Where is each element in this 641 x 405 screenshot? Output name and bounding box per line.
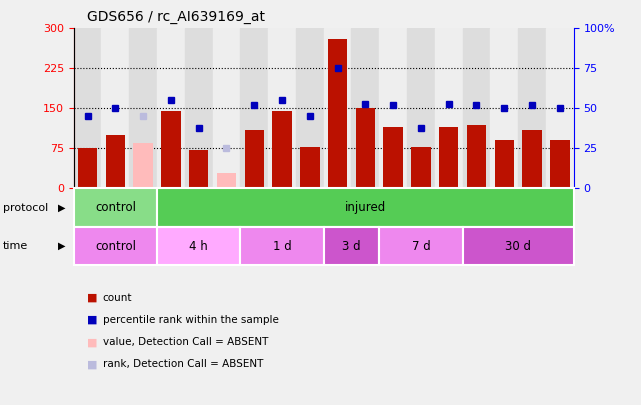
Bar	[518, 28, 546, 188]
Bar	[407, 28, 435, 188]
Bar	[463, 227, 574, 265]
Bar	[435, 28, 463, 188]
Bar	[157, 227, 240, 265]
Bar	[272, 111, 292, 188]
Bar	[490, 28, 518, 188]
Text: GDS656 / rc_AI639169_at: GDS656 / rc_AI639169_at	[87, 10, 265, 24]
Bar	[467, 126, 487, 188]
Text: ■: ■	[87, 337, 97, 347]
Bar	[495, 140, 514, 188]
Bar	[379, 227, 463, 265]
Text: ▶: ▶	[58, 202, 66, 213]
Text: percentile rank within the sample: percentile rank within the sample	[103, 315, 278, 325]
Text: 3 d: 3 d	[342, 239, 361, 253]
Bar	[463, 28, 490, 188]
Bar	[296, 28, 324, 188]
Bar	[439, 127, 458, 188]
Text: count: count	[103, 293, 132, 303]
Text: ■: ■	[87, 360, 97, 369]
Bar	[412, 147, 431, 188]
Text: 30 d: 30 d	[505, 239, 531, 253]
Bar	[78, 148, 97, 188]
Bar	[240, 227, 324, 265]
Bar	[324, 227, 379, 265]
Bar	[522, 130, 542, 188]
Bar	[546, 28, 574, 188]
Bar	[379, 28, 407, 188]
Text: 1 d: 1 d	[272, 239, 292, 253]
Bar	[550, 140, 570, 188]
Text: ■: ■	[87, 293, 97, 303]
Text: control: control	[95, 239, 136, 253]
Bar	[101, 28, 129, 188]
Bar	[74, 227, 157, 265]
Bar	[162, 111, 181, 188]
Text: protocol: protocol	[3, 202, 49, 213]
Bar	[351, 28, 379, 188]
Bar	[106, 135, 125, 188]
Bar	[245, 130, 264, 188]
Bar	[157, 28, 185, 188]
Bar	[185, 28, 213, 188]
Bar	[189, 150, 208, 188]
Bar	[213, 28, 240, 188]
Bar	[157, 188, 574, 227]
Text: value, Detection Call = ABSENT: value, Detection Call = ABSENT	[103, 337, 268, 347]
Text: ▶: ▶	[58, 241, 66, 251]
Text: 4 h: 4 h	[189, 239, 208, 253]
Bar	[217, 173, 237, 188]
Bar	[74, 188, 157, 227]
Text: rank, Detection Call = ABSENT: rank, Detection Call = ABSENT	[103, 360, 263, 369]
Text: time: time	[3, 241, 28, 251]
Bar	[129, 28, 157, 188]
Bar	[74, 28, 101, 188]
Text: 7 d: 7 d	[412, 239, 430, 253]
Bar	[328, 39, 347, 188]
Bar	[300, 147, 319, 188]
Bar	[356, 108, 375, 188]
Bar	[383, 127, 403, 188]
Bar	[268, 28, 296, 188]
Text: injured: injured	[345, 201, 386, 214]
Bar	[133, 143, 153, 188]
Bar	[240, 28, 268, 188]
Bar	[324, 28, 351, 188]
Text: ■: ■	[87, 315, 97, 325]
Text: control: control	[95, 201, 136, 214]
